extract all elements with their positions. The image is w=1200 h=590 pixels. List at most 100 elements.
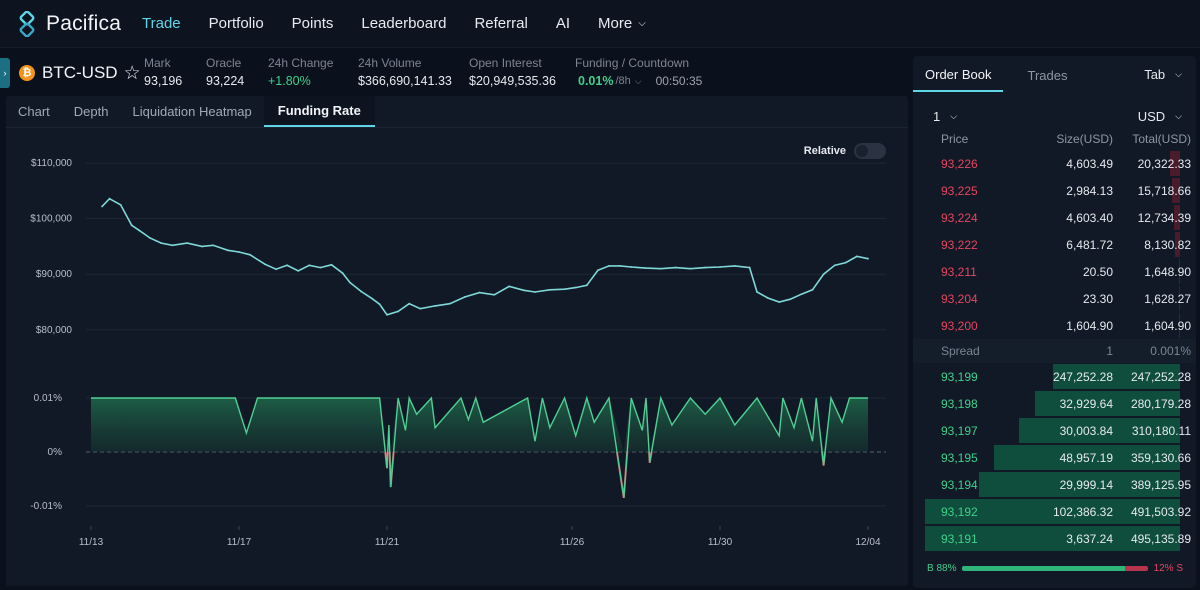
favorite-star-icon[interactable]: ☆ [123,62,141,84]
price-point [689,267,692,270]
currency-select[interactable]: USD ⌵ [1138,109,1182,124]
funding-row[interactable]: 0.01% /8h ⌵ 00:50:35 [575,74,702,88]
sell-ratio-label: 12% S [1153,563,1183,574]
x-tick-label: 11/17 [227,537,252,548]
price-point [659,267,662,270]
ask-row[interactable]: 93,226 4,603.49 20,322.33 [913,150,1196,177]
tab-layout-select[interactable]: Tab ⌵ [1144,67,1182,82]
bid-total: 247,252.28 [1130,369,1191,384]
ask-price: 93,224 [941,210,978,225]
price-point [719,266,721,268]
sidebar-toggle-button[interactable]: › [0,58,10,88]
price-point [778,301,781,303]
nav-more[interactable]: More ⌵ [598,15,646,32]
price-point [534,291,536,293]
funding-rate-chart[interactable]: $110,000 $100,000 $90,000 $80,000 0.01% 0% -0… [6,132,908,552]
price-series-line [101,197,869,316]
price-y-tick-label: $80,000 [36,325,73,336]
bid-row[interactable]: 93,198 32,929.64 280,179.28 [913,390,1196,417]
ask-price: 93,211 [941,264,977,279]
price-y-tick-label: $110,000 [31,158,72,169]
bid-price: 93,194 [941,477,978,492]
header-total: Total(USD) [1132,132,1191,146]
bid-row[interactable]: 93,195 48,957.19 359,130.66 [913,444,1196,471]
price-point [101,205,103,208]
bid-row[interactable]: 93,191 3,637.24 495,135.89 [913,525,1196,552]
nav-referral[interactable]: Referral [474,15,528,32]
bid-depth-bar [993,445,1180,470]
symbol-selector[interactable]: BTC-USD [42,63,118,82]
ask-total: 12,734.39 [1137,210,1191,225]
price-point [308,264,311,267]
ask-size: 23.30 [1082,291,1113,306]
bid-total: 491,503.92 [1130,504,1191,519]
chevron-down-icon: ⌵ [638,18,646,29]
header-size: Size(USD) [1056,132,1113,146]
price-point [449,302,451,305]
x-tick-label: 11/13 [79,537,104,548]
price-y-tick-label: $100,000 [30,214,72,225]
relative-toggle[interactable] [854,143,886,159]
ask-row[interactable]: 93,211 20.50 1,648.90 [913,258,1196,285]
bitcoin-icon: ₿ [19,65,35,81]
tab-trades[interactable]: Trades [1027,67,1068,83]
buy-ratio-label: B 88% [927,563,957,574]
bid-row[interactable]: 93,192 102,386.32 491,503.92 [913,498,1196,525]
price-point [574,286,577,289]
nav-ai[interactable]: AI [555,15,570,32]
price-point [171,244,174,247]
ask-row[interactable]: 93,225 2,984.13 15,718.66 [913,177,1196,204]
nav-points[interactable]: Points [291,15,334,32]
ask-size: 2,984.13 [1066,183,1113,198]
ask-row[interactable]: 93,200 1,604.90 1,604.90 [913,312,1196,339]
ask-depth-bar [1169,151,1180,176]
logo-text: Pacifica [46,11,122,35]
bid-price: 93,197 [941,423,978,438]
price-point [434,304,436,307]
funding-negative-series [384,451,827,499]
x-tick-label: 12/04 [855,537,880,548]
stat-value: 93,224 [206,74,245,88]
ask-row[interactable]: 93,204 23.30 1,628.27 [913,285,1196,312]
price-point [397,310,399,313]
ask-row[interactable]: 93,224 4,603.40 12,734.39 [913,204,1196,231]
price-point [249,253,252,256]
tab-layout-value: Tab [1144,67,1166,82]
price-point [493,293,496,296]
funding-series-line [91,395,868,499]
bid-price: 93,195 [941,450,978,465]
bid-row[interactable]: 93,199 247,252.28 247,252.28 [913,363,1196,390]
stat-label: 24h Volume [358,56,422,70]
price-point [748,266,751,269]
ask-row[interactable]: 93,222 6,481.72 8,130.82 [913,231,1196,258]
nav-trade[interactable]: Trade [142,15,181,32]
price-point [319,266,322,269]
nav-leaderboard[interactable]: Leaderboard [361,15,447,32]
tab-funding-rate[interactable]: Funding Rate [263,96,375,127]
asks-list: 93,226 4,603.49 20,322.33 93,225 2,984.13 15,… [913,150,1196,339]
tab-chart[interactable]: Chart [18,104,50,119]
price-point [378,303,381,306]
price-point [478,291,481,294]
price-point [349,281,351,284]
price-point [297,269,300,272]
tab-order-book[interactable]: Order Book [913,59,1004,92]
bids-list: 93,199 247,252.28 247,252.28 93,198 32,929.6… [913,363,1196,552]
nav-portfolio[interactable]: Portfolio [208,15,264,32]
x-tick-label: 11/30 [708,537,733,548]
nav-more-label: More [598,15,633,32]
ask-size: 20.50 [1082,264,1113,279]
bid-row[interactable]: 93,197 30,003.84 310,180.11 [913,417,1196,444]
price-point [238,251,240,253]
bid-row[interactable]: 93,194 29,999.14 389,125.95 [913,471,1196,498]
stat-label: 24h Change [268,56,334,70]
price-point [789,298,792,301]
buy-sell-ratio: B 88% 12% S [927,563,1183,574]
tab-depth[interactable]: Depth [73,104,109,119]
funding-y-tick-label: -0.01% [30,501,62,512]
tick-size-select[interactable]: 1 ⌵ [933,109,957,124]
logo[interactable]: Pacifica [14,10,132,37]
tab-liquidation-heatmap[interactable]: Liquidation Heatmap [132,104,252,119]
spread-label: Spread [941,344,980,358]
funding-series-area [91,398,868,452]
